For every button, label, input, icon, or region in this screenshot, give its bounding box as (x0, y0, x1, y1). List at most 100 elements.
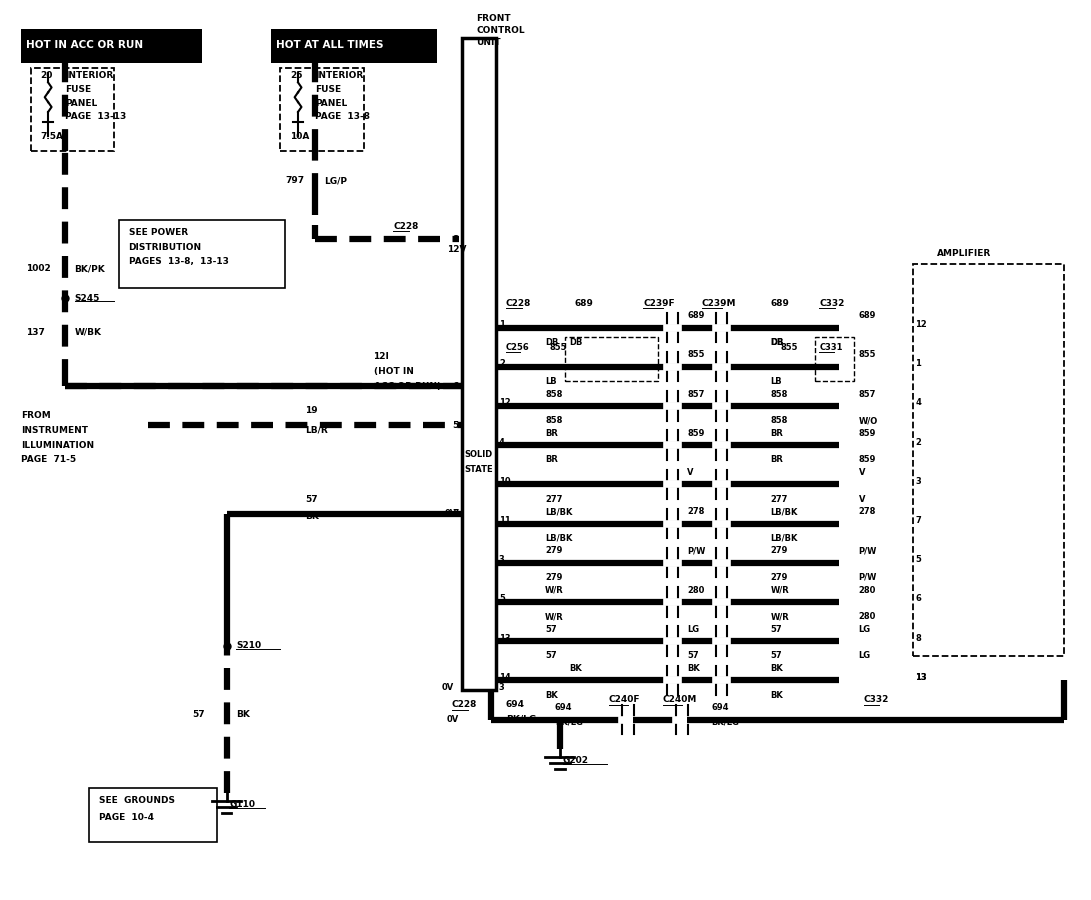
Text: 3: 3 (499, 683, 505, 692)
Text: BK: BK (687, 664, 699, 673)
Bar (565, 338, 658, 382)
Text: 280: 280 (859, 586, 876, 595)
Text: INSTRUMENT: INSTRUMENT (21, 426, 87, 435)
Text: 279: 279 (770, 546, 788, 555)
Text: CONTROL: CONTROL (477, 26, 525, 35)
Text: FUSE: FUSE (314, 85, 340, 94)
Text: 14: 14 (499, 673, 511, 682)
Text: 689: 689 (770, 299, 789, 308)
Text: C331: C331 (819, 343, 843, 352)
Text: BK/LG: BK/LG (555, 718, 583, 727)
Text: 4: 4 (499, 437, 505, 446)
Text: 280: 280 (859, 612, 876, 621)
Text: 1: 1 (915, 359, 921, 368)
Text: 8: 8 (915, 634, 921, 643)
Text: FRONT: FRONT (477, 14, 511, 23)
Text: 57: 57 (770, 625, 782, 634)
Text: 8: 8 (453, 235, 459, 244)
Text: W/R: W/R (546, 612, 564, 621)
Text: 689: 689 (859, 311, 876, 320)
Text: 57: 57 (304, 494, 317, 503)
Bar (912, 264, 1065, 656)
Bar (89, 788, 217, 842)
Text: BK: BK (770, 664, 783, 673)
Text: BR: BR (546, 428, 558, 437)
Text: C228: C228 (506, 299, 531, 308)
Text: 3: 3 (915, 477, 921, 486)
Text: BK/LG: BK/LG (711, 718, 740, 727)
Text: P/W: P/W (859, 573, 877, 582)
Text: 6: 6 (915, 595, 921, 604)
Text: 278: 278 (859, 508, 876, 517)
Text: 694: 694 (506, 700, 525, 709)
Text: INTERIOR: INTERIOR (64, 71, 113, 80)
Text: V: V (859, 468, 865, 477)
Text: BK: BK (570, 664, 583, 673)
Text: 857: 857 (687, 390, 705, 399)
Text: 857: 857 (859, 390, 876, 399)
Text: HOT AT ALL TIMES: HOT AT ALL TIMES (276, 40, 383, 50)
Text: 277: 277 (546, 494, 562, 503)
Text: 10A: 10A (290, 132, 310, 141)
Text: AMPLIFIER: AMPLIFIER (937, 249, 992, 258)
Text: 279: 279 (546, 546, 562, 555)
Text: 57: 57 (192, 710, 205, 719)
Text: 57: 57 (687, 652, 698, 661)
Text: 57: 57 (770, 652, 782, 661)
Text: S245: S245 (74, 293, 100, 302)
Text: 19: 19 (304, 406, 317, 415)
Text: C332: C332 (819, 299, 844, 308)
Text: DB: DB (770, 338, 783, 346)
Text: (HOT IN: (HOT IN (373, 367, 413, 376)
Text: LG/P: LG/P (324, 176, 348, 185)
Text: 5: 5 (453, 421, 459, 430)
Bar (815, 338, 854, 382)
Text: 855: 855 (550, 343, 567, 352)
Text: 689: 689 (687, 311, 705, 320)
Text: 2: 2 (915, 437, 921, 446)
Text: 689: 689 (574, 299, 594, 308)
Text: W/O: W/O (859, 416, 878, 425)
Text: 12V: 12V (447, 245, 467, 254)
Text: BK/LG: BK/LG (506, 715, 536, 724)
Text: STATE: STATE (465, 465, 493, 474)
Text: BR: BR (770, 455, 783, 464)
Text: W/R: W/R (770, 586, 789, 595)
Text: P/W: P/W (859, 546, 877, 555)
Text: 855: 855 (859, 350, 876, 359)
Text: 858: 858 (770, 390, 788, 399)
Text: 6: 6 (453, 382, 459, 391)
Text: W/R: W/R (770, 612, 789, 621)
Text: BK/PK: BK/PK (74, 265, 106, 274)
Text: 1: 1 (499, 320, 505, 329)
Text: 4: 4 (915, 399, 921, 408)
Bar (31, 68, 113, 151)
Text: BR: BR (770, 428, 783, 437)
Text: 13: 13 (499, 634, 511, 643)
Text: 5: 5 (499, 595, 505, 604)
Bar (271, 29, 437, 63)
Text: LB: LB (546, 377, 556, 386)
Text: C332: C332 (863, 696, 889, 705)
Text: 694: 694 (555, 703, 573, 712)
Text: SOLID: SOLID (465, 450, 493, 459)
Text: 797: 797 (286, 176, 304, 185)
Text: SEE POWER: SEE POWER (129, 228, 188, 237)
Text: BK: BK (237, 710, 250, 719)
Text: LG: LG (859, 625, 871, 634)
Text: C240M: C240M (662, 696, 697, 705)
Text: 7: 7 (915, 516, 921, 525)
Text: S210: S210 (237, 642, 262, 651)
Text: LG: LG (687, 625, 699, 634)
Text: LB/BK: LB/BK (770, 534, 798, 543)
Text: W/R: W/R (546, 586, 564, 595)
Text: C240F: C240F (609, 696, 640, 705)
Text: 10: 10 (499, 477, 511, 486)
Text: 12: 12 (915, 320, 927, 329)
Text: LB/BK: LB/BK (546, 508, 573, 517)
Text: BK: BK (304, 512, 319, 521)
Text: 11: 11 (499, 516, 511, 525)
Text: V: V (859, 494, 865, 503)
Text: 1002: 1002 (25, 265, 50, 274)
Text: 277: 277 (770, 494, 788, 503)
